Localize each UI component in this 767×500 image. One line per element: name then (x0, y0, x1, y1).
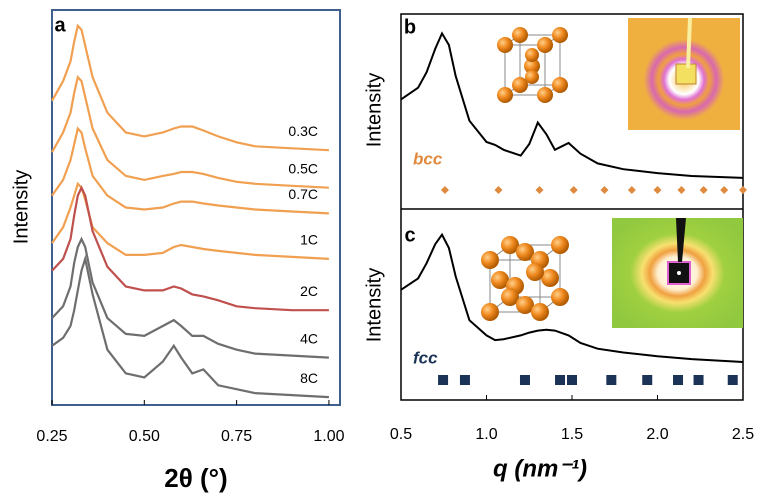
panel-label: a (54, 14, 66, 36)
curve (51, 23, 329, 152)
peak-marker (653, 186, 662, 194)
x-tick-label: 0.5 (390, 426, 412, 443)
peak-marker (720, 186, 729, 194)
curve (51, 236, 329, 359)
x-tick-label: 1.5 (561, 426, 583, 443)
curve-label: 8C (300, 370, 318, 386)
peak-marker (555, 375, 566, 385)
bcc-unit-cell (497, 27, 568, 103)
x-tick-label: 2.0 (646, 426, 668, 443)
x-tick-label: 0.50 (129, 428, 160, 445)
peak-marker (606, 375, 617, 385)
curve (51, 254, 329, 399)
x-tick-label: 1.0 (475, 426, 497, 443)
curve-label: 0.3C (288, 123, 318, 139)
peak-marker (600, 186, 609, 194)
x-tick-label: 0.75 (221, 428, 252, 445)
peak-marker (494, 186, 503, 194)
curve-label: 0.7C (288, 186, 318, 202)
y-axis-label: Intensity (10, 170, 32, 244)
peak-marker (440, 186, 449, 194)
peak-marker (739, 186, 747, 194)
curve (51, 74, 329, 189)
peak-marker (673, 375, 684, 385)
peak-marker (567, 375, 577, 385)
x-tick-label: 2.5 (732, 426, 754, 443)
peak-marker (677, 186, 686, 194)
curve-label: 0.5C (288, 160, 318, 176)
curve-label: 4C (300, 330, 318, 346)
fcc-unit-cell (481, 236, 569, 321)
y-axis-label: Intensity (363, 73, 385, 147)
peak-marker (438, 375, 449, 385)
curve (51, 126, 329, 215)
peak-marker (693, 375, 704, 385)
lattice-label: bcc (413, 149, 443, 168)
curve (400, 31, 744, 179)
lattice-label: fcc (413, 348, 438, 367)
panel-frame (51, 9, 341, 406)
peak-marker (727, 375, 738, 385)
x-axis-label: 2θ (°) (164, 463, 227, 493)
x-axis-label: q (nm⁻¹) (493, 455, 587, 482)
peak-marker (642, 375, 653, 385)
curve-label: 2C (300, 283, 318, 299)
peak-marker (699, 186, 708, 194)
panel-label: b (404, 16, 416, 38)
curve (51, 185, 329, 312)
curve (400, 232, 744, 363)
peak-marker (569, 186, 578, 194)
plot-layer: a Intensity 0.3C 0.5C 0.7C 1C 2C 4C 8C 0.25 0.50 0.… (10, 14, 754, 493)
panel-label: c (404, 224, 415, 246)
bcc-saxs-image (628, 18, 740, 130)
y-axis-label: Intensity (363, 268, 385, 342)
peak-marker (627, 186, 636, 194)
peak-marker (519, 375, 530, 385)
fcc-saxs-image (612, 218, 743, 328)
peak-marker (459, 375, 470, 385)
curve-label: 1C (300, 232, 318, 248)
peak-marker (535, 186, 544, 194)
x-tick-label: 0.25 (36, 428, 67, 445)
curve (51, 181, 329, 260)
x-tick-label: 1.00 (313, 428, 344, 445)
